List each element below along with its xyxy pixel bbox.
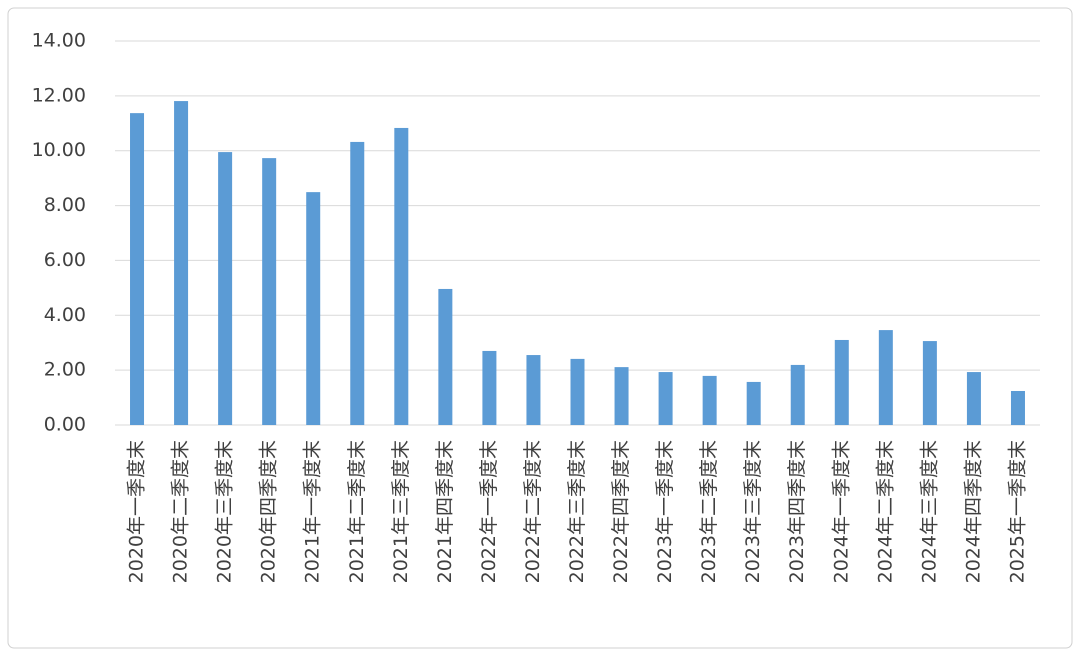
x-tick-label: 2020年二季度末 <box>170 440 192 583</box>
x-tick-label: 2022年二季度末 <box>522 440 544 583</box>
bar <box>746 381 761 425</box>
x-tick-label: 2025年一季度末 <box>1006 440 1028 583</box>
bar <box>262 158 277 425</box>
x-tick-label: 2024年一季度末 <box>830 440 852 583</box>
x-tick-label: 2022年一季度末 <box>478 440 500 583</box>
bar <box>1010 390 1025 425</box>
y-tick-label: 12.00 <box>32 84 86 106</box>
bar <box>526 355 541 425</box>
bar <box>438 288 453 425</box>
x-tick-label: 2021年一季度末 <box>302 440 324 583</box>
bar <box>966 372 981 425</box>
x-tick-label: 2020年三季度末 <box>214 440 236 583</box>
bar <box>174 101 189 425</box>
bar <box>878 330 893 425</box>
bar <box>218 152 233 426</box>
x-tick-label: 2021年四季度末 <box>434 440 456 583</box>
y-tick-label: 0.00 <box>44 414 86 436</box>
x-tick-label: 2021年三季度末 <box>390 440 412 583</box>
x-tick-label: 2023年三季度末 <box>742 440 764 583</box>
x-tick-label: 2023年一季度末 <box>654 440 676 583</box>
y-tick-label: 8.00 <box>44 194 86 216</box>
bar <box>570 358 585 425</box>
bar <box>394 127 409 425</box>
x-tick-label: 2023年二季度末 <box>698 440 720 583</box>
bar <box>658 372 673 425</box>
bar <box>922 341 937 425</box>
x-tick-label: 2024年二季度末 <box>874 440 896 583</box>
x-tick-label: 2021年二季度末 <box>346 440 368 583</box>
x-tick-label: 2023年四季度末 <box>786 440 808 583</box>
x-tick-label: 2022年四季度末 <box>610 440 632 583</box>
x-tick-label: 2024年三季度末 <box>918 440 940 583</box>
x-tick-label: 2022年三季度末 <box>566 440 588 583</box>
x-tick-label: 2024年四季度末 <box>962 440 984 583</box>
y-tick-label: 14.00 <box>32 30 86 52</box>
y-tick-label: 2.00 <box>44 359 86 381</box>
bar <box>702 375 717 425</box>
bar <box>790 364 805 425</box>
bar <box>350 141 365 426</box>
bar <box>130 113 145 425</box>
bar <box>482 350 497 425</box>
bar <box>306 192 321 425</box>
y-tick-label: 6.00 <box>44 249 86 271</box>
y-tick-label: 10.00 <box>32 139 86 161</box>
x-tick-label: 2020年一季度末 <box>126 440 148 583</box>
bar <box>834 339 849 425</box>
x-tick-label: 2020年四季度末 <box>258 440 280 583</box>
y-tick-label: 4.00 <box>44 304 86 326</box>
bar <box>614 367 629 425</box>
